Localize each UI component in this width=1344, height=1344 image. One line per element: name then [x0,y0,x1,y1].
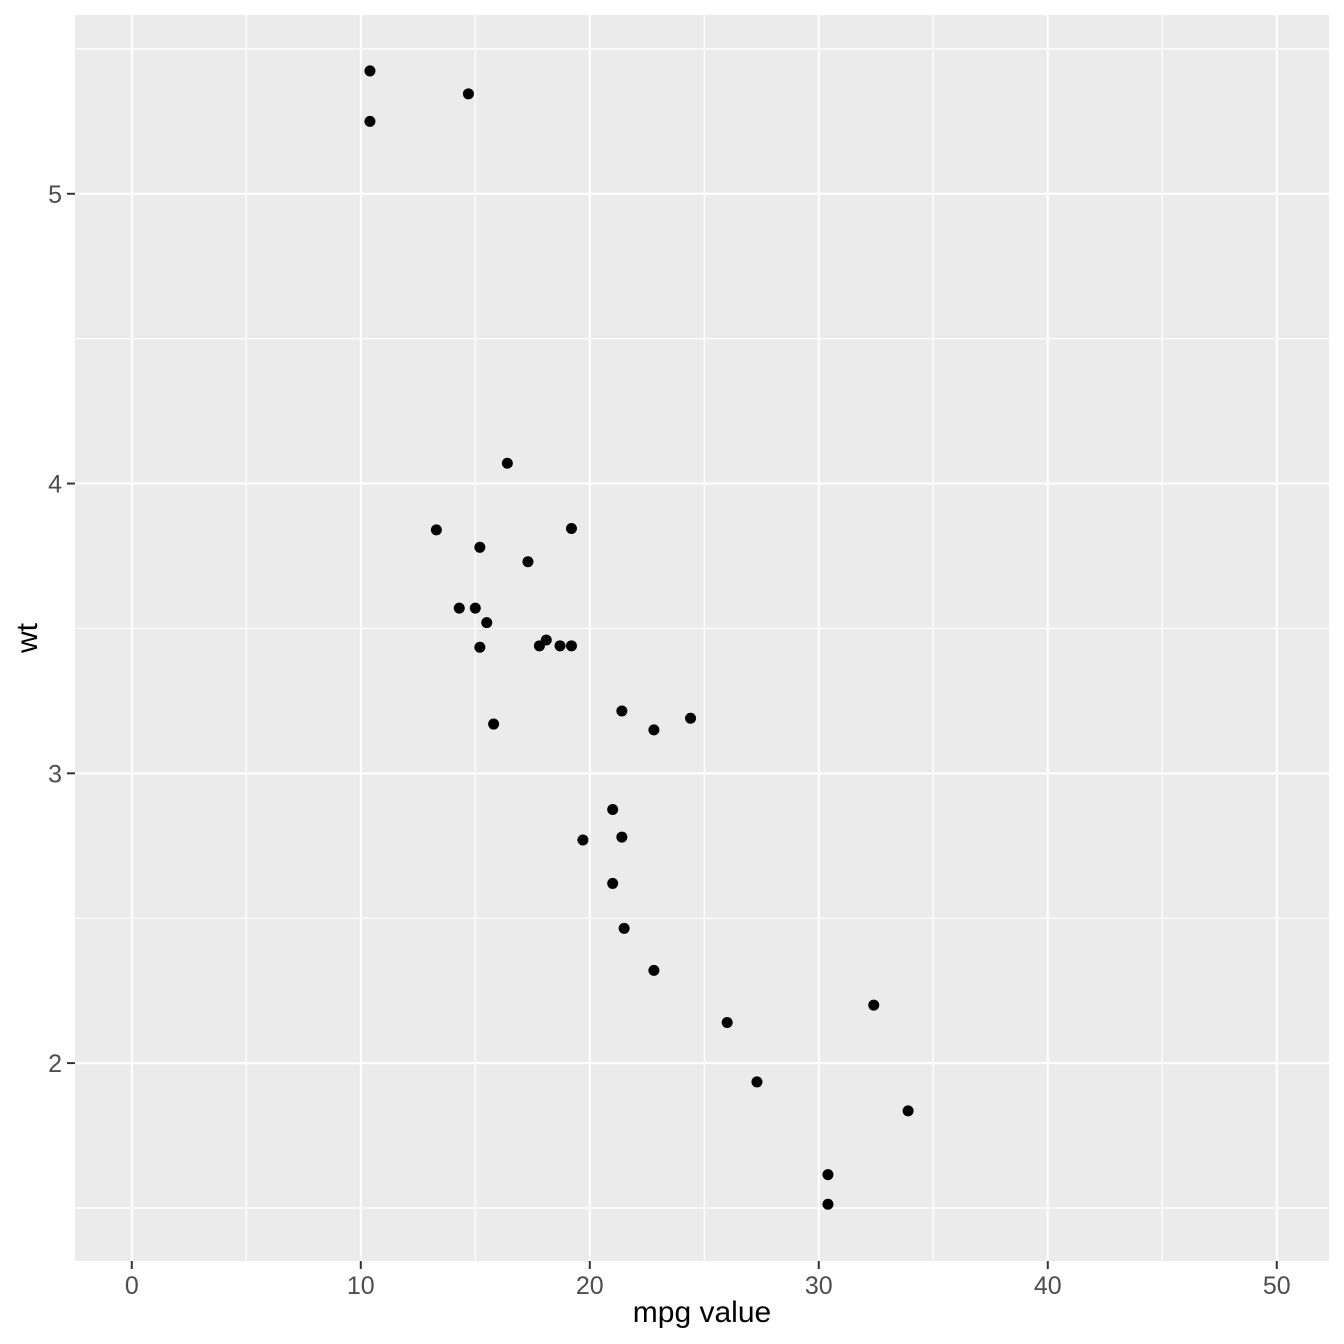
x-tick-label: 0 [125,1272,139,1300]
data-point [469,602,481,614]
data-point [577,834,589,846]
y-tick-label: 3 [48,760,62,788]
y-axis-title: wt [11,623,44,653]
data-point [616,705,628,717]
data-point [364,65,376,77]
data-point [868,999,880,1011]
x-tick-label: 30 [805,1272,833,1300]
data-point [607,877,619,889]
data-point [648,724,660,736]
y-tick-label: 5 [48,181,62,209]
x-tick-label: 10 [347,1272,375,1300]
x-axis-title: mpg value [632,1296,772,1329]
data-point [533,640,545,652]
data-point [462,88,474,100]
data-point [618,922,630,934]
data-point [501,457,513,469]
x-tick-label: 20 [576,1272,604,1300]
panel-background [75,15,1329,1261]
data-point [565,522,577,534]
data-point [822,1198,834,1210]
y-tick-label: 4 [48,471,62,499]
data-point [648,964,660,976]
data-point [616,831,628,843]
data-point [522,556,534,568]
data-point [565,640,577,652]
data-point [430,524,442,536]
data-point [822,1169,834,1181]
data-point [721,1017,733,1029]
x-tick-label: 50 [1263,1272,1291,1300]
y-tick-label: 2 [48,1050,62,1078]
data-point [488,718,500,730]
data-point [453,602,465,614]
data-point [685,712,697,724]
data-point [364,115,376,127]
data-point [607,804,619,816]
data-point [554,640,566,652]
data-point [474,641,486,653]
data-point [902,1105,914,1117]
data-point [474,541,486,553]
data-point [481,617,493,629]
x-tick-label: 40 [1034,1272,1062,1300]
data-point [751,1076,763,1088]
